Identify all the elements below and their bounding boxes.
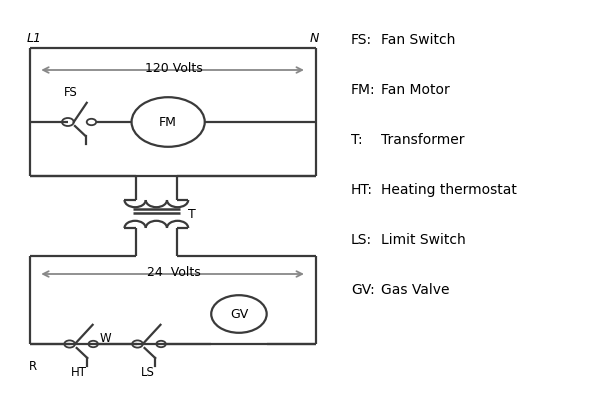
- Text: W: W: [99, 332, 111, 344]
- Text: FM:: FM:: [351, 83, 376, 97]
- Text: GV:: GV:: [351, 283, 375, 297]
- Text: FM: FM: [159, 116, 177, 128]
- Text: LS:: LS:: [351, 233, 372, 247]
- Text: FS: FS: [64, 86, 78, 98]
- Text: Gas Valve: Gas Valve: [381, 283, 449, 297]
- Text: Fan Motor: Fan Motor: [381, 83, 450, 97]
- Text: Fan Switch: Fan Switch: [381, 33, 455, 47]
- Text: HT: HT: [70, 366, 87, 379]
- Text: R: R: [28, 360, 37, 372]
- Text: N: N: [309, 32, 319, 44]
- Text: Transformer: Transformer: [381, 133, 464, 147]
- Text: Limit Switch: Limit Switch: [381, 233, 466, 247]
- Text: T:: T:: [351, 133, 363, 147]
- Text: Heating thermostat: Heating thermostat: [381, 183, 516, 197]
- Text: T: T: [188, 208, 195, 220]
- Text: FS:: FS:: [351, 33, 372, 47]
- Text: LS: LS: [141, 366, 155, 379]
- Text: HT:: HT:: [351, 183, 373, 197]
- Text: 120 Volts: 120 Volts: [145, 62, 203, 75]
- Text: 24  Volts: 24 Volts: [147, 266, 201, 279]
- Text: GV: GV: [230, 308, 248, 320]
- Text: L1: L1: [27, 32, 41, 44]
